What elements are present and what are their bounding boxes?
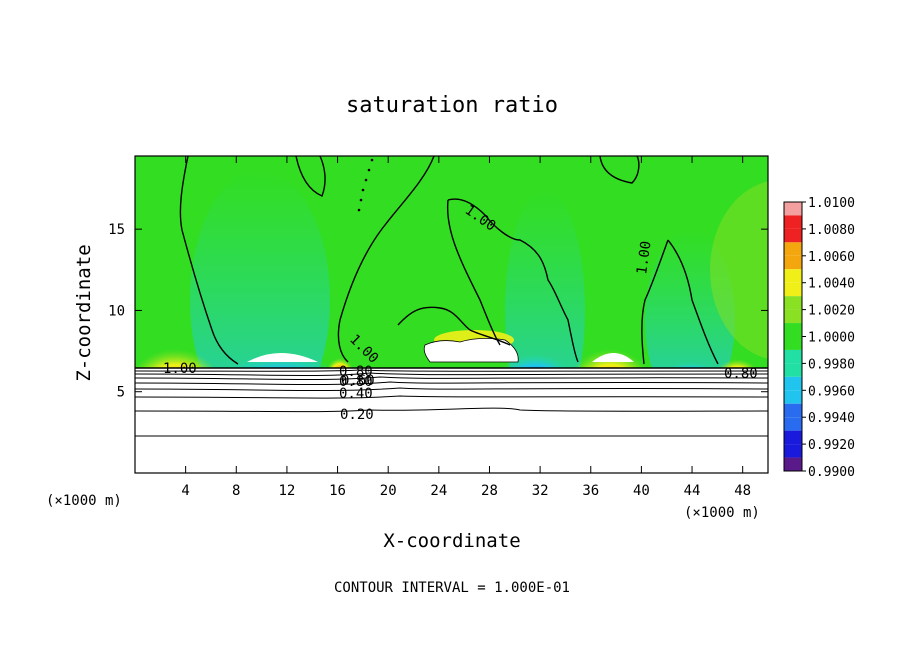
colorbar-swatch (784, 309, 802, 324)
y-tick-label: 15 (108, 222, 125, 238)
contour-label: 0.80 (724, 366, 758, 382)
contour-lines-lower (135, 369, 768, 437)
contour-label: 0.20 (340, 407, 374, 423)
x-tick-label: 40 (633, 483, 650, 499)
contour-label: 0.80 (339, 364, 373, 380)
colorbar-label: 0.9920 (808, 438, 855, 453)
colorbar-swatch (784, 349, 802, 364)
colorbar-label: 1.0060 (808, 250, 855, 265)
colorbar-swatch (784, 390, 802, 404)
saturated-cap (592, 353, 634, 362)
plot-frame (134, 155, 769, 474)
unsaturated-zone (135, 368, 768, 473)
contour-label: 1.00 (163, 361, 197, 377)
colorbar-label: 1.0000 (808, 331, 855, 346)
y-axis-label: Z-coordinate (73, 244, 95, 381)
plume-region (710, 181, 768, 359)
colorbar-swatch (784, 296, 802, 310)
contour-label: 0.60 (341, 373, 375, 389)
colorbar-swatch (784, 336, 802, 350)
plume-dots (357, 158, 374, 212)
chart-title: saturation ratio (346, 93, 558, 118)
colorbar-label: 1.0040 (808, 277, 855, 292)
colorbar-swatch (784, 215, 802, 229)
colorbar-label: 0.9940 (808, 411, 855, 426)
x-tick-label: 24 (430, 483, 447, 499)
x-tick-label: 44 (684, 483, 701, 499)
contour-label: 0.40 (339, 386, 373, 402)
colorbar-label: 1.0080 (808, 223, 855, 238)
colorbar-swatch (784, 242, 802, 256)
colorbar-label: 1.0100 (808, 196, 855, 211)
colorbar-swatch (784, 228, 802, 243)
colorbar-label: 1.0020 (808, 304, 855, 319)
colorbar-swatch (784, 430, 802, 445)
x-axis-label: X-coordinate (383, 530, 520, 552)
contour-label: 0.80 (339, 374, 373, 390)
x-tick-label: 32 (532, 483, 549, 499)
colorbar-label: 0.9980 (808, 357, 855, 372)
y-tick-label: 5 (117, 385, 125, 401)
contour-labels: 1.00 1.00 1.00 1.00 0.80 0.80 0.60 0.40 … (163, 202, 758, 423)
x-tick-label: 4 (181, 483, 189, 499)
colorbar-label: 0.9960 (808, 384, 855, 399)
y-axis-unit: (×1000 m) (46, 493, 122, 509)
colorbar-swatch (784, 403, 802, 418)
x-tick-label: 48 (734, 483, 751, 499)
y-axis-ticks: 5 10 15 (108, 222, 768, 401)
colorbar-swatch (784, 323, 802, 337)
colorbar: 0.9900 0.9920 0.9940 0.9960 0.9980 1.0000 1.00… (783, 196, 855, 480)
colorbar-swatch (784, 363, 802, 377)
x-tick-label: 16 (329, 483, 346, 499)
contour-lines (135, 156, 768, 369)
colorbar-swatch (784, 202, 802, 216)
contour-label: 1.00 (634, 240, 655, 276)
colorbar-swatch (784, 457, 802, 471)
colorbar-swatch (784, 376, 802, 391)
contour-interval-note: CONTOUR INTERVAL = 1.000E-01 (334, 580, 570, 596)
colorbar-swatch (784, 444, 802, 458)
colorbar-swatch (784, 269, 802, 283)
colorbar-swatch (784, 282, 802, 297)
colorbar-swatch (784, 417, 802, 431)
x-tick-label: 8 (232, 483, 240, 499)
x-tick-label: 12 (278, 483, 295, 499)
colorbar-swatch (784, 255, 802, 270)
x-axis-ticks: 4 8 12 16 20 24 28 32 36 40 44 48 (181, 156, 751, 499)
x-axis-unit: (×1000 m) (684, 505, 760, 521)
saturated-cap (247, 353, 318, 362)
x-tick-label: 36 (582, 483, 599, 499)
colorbar-label: 0.9900 (808, 465, 855, 480)
x-tick-label: 28 (481, 483, 498, 499)
saturated-cap (423, 338, 519, 363)
x-tick-label: 20 (380, 483, 397, 499)
y-tick-label: 10 (108, 303, 125, 319)
heatmap-field (135, 156, 768, 473)
